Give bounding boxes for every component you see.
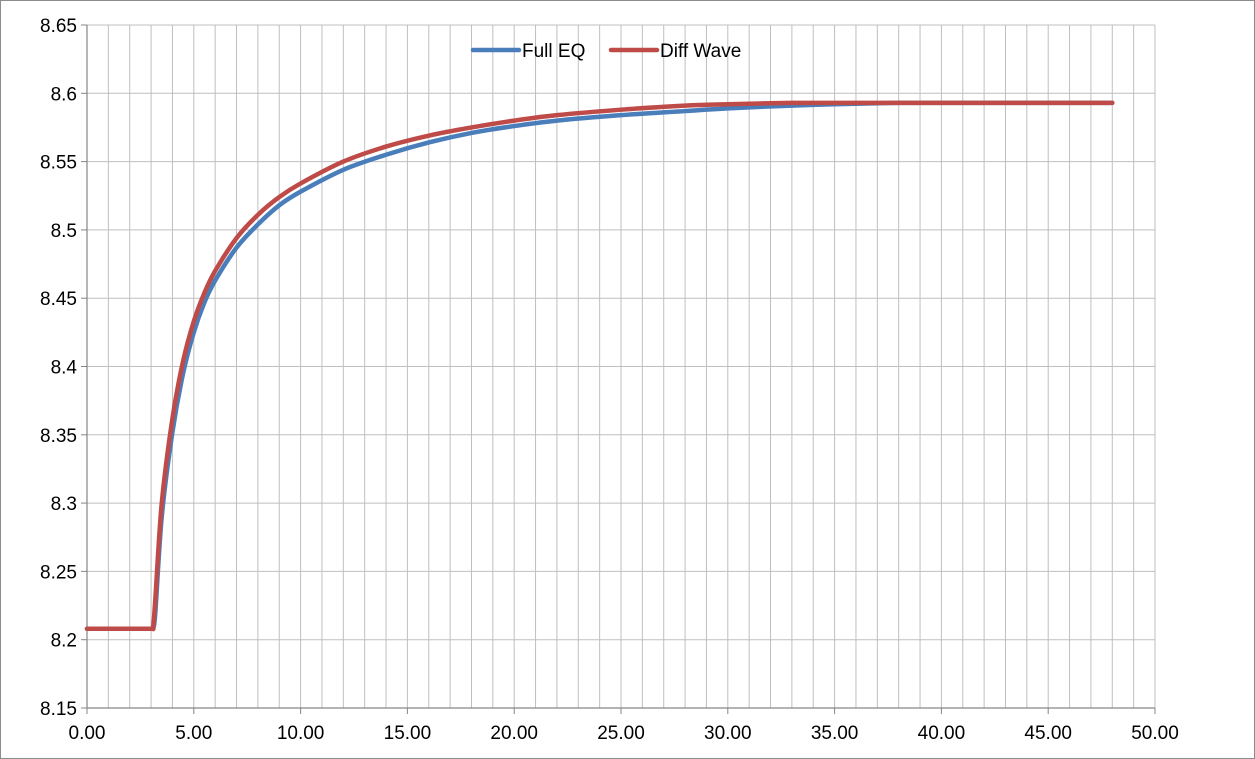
x-tick-label: 50.00 bbox=[1131, 723, 1179, 744]
x-tick-label: 40.00 bbox=[918, 723, 966, 744]
tick-labels: 8.15 8.2 8.25 8.3 8.35 8.4 8.45 8.5 8.55 8.6 8.65 0… bbox=[40, 16, 1179, 744]
x-tick-label: 0.00 bbox=[69, 723, 106, 744]
legend-label-diff-wave: Diff Wave bbox=[660, 41, 741, 62]
y-tick-label: 8.25 bbox=[40, 562, 77, 583]
y-tick-label: 8.6 bbox=[51, 84, 77, 105]
x-tick-label: 35.00 bbox=[811, 723, 859, 744]
x-tick-label: 15.00 bbox=[384, 723, 432, 744]
y-tick-label: 8.3 bbox=[51, 494, 77, 515]
x-tick-label: 45.00 bbox=[1024, 723, 1072, 744]
x-tick-label: 30.00 bbox=[704, 723, 752, 744]
axes bbox=[81, 24, 1156, 714]
gridlines bbox=[87, 24, 1156, 708]
x-tick-label: 10.00 bbox=[277, 723, 325, 744]
x-tick-label: 20.00 bbox=[490, 723, 538, 744]
x-tick-label: 25.00 bbox=[597, 723, 645, 744]
y-tick-label: 8.4 bbox=[51, 358, 78, 379]
legend-label-full-eq: Full EQ bbox=[522, 41, 585, 62]
y-tick-label: 8.35 bbox=[40, 426, 77, 447]
legend: Full EQ Diff Wave bbox=[470, 41, 741, 62]
y-tick-label: 8.55 bbox=[40, 153, 77, 174]
y-tick-label: 8.5 bbox=[51, 221, 77, 242]
y-tick-label: 8.65 bbox=[40, 16, 77, 37]
y-tick-label: 8.45 bbox=[40, 289, 77, 310]
y-tick-label: 8.15 bbox=[40, 699, 77, 720]
x-tick-label: 5.00 bbox=[175, 723, 212, 744]
series-line-diff-wave bbox=[84, 100, 1115, 632]
y-tick-label: 8.2 bbox=[51, 631, 77, 652]
series-lines bbox=[84, 100, 1115, 632]
